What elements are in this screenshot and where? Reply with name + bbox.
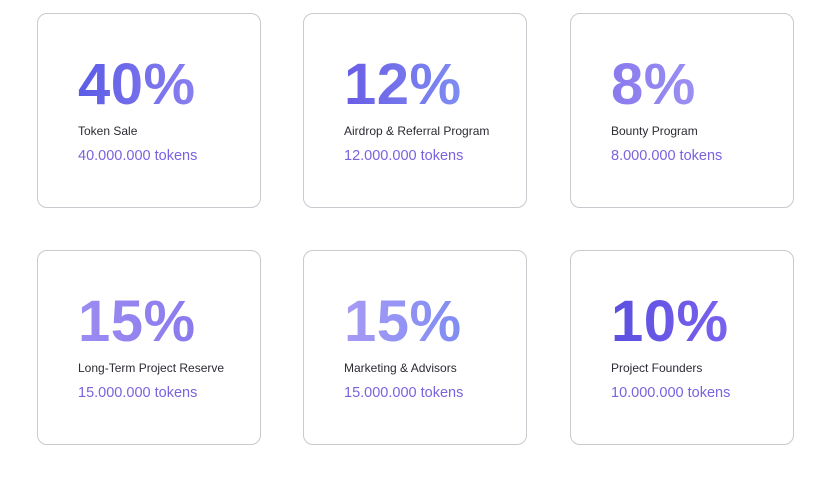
distribution-card-bounty-program: 8% Bounty Program 8.000.000 tokens — [570, 13, 794, 208]
distribution-card-marketing-advisors: 15% Marketing & Advisors 15.000.000 toke… — [303, 250, 527, 445]
card-percentage: 8% — [611, 50, 696, 120]
card-token-amount: 10.000.000 tokens — [611, 385, 731, 401]
card-percentage: 10% — [611, 287, 729, 357]
card-token-amount: 15.000.000 tokens — [344, 385, 464, 401]
card-label: Marketing & Advisors — [344, 361, 457, 375]
card-percentage: 15% — [344, 287, 462, 357]
card-token-amount: 15.000.000 tokens — [78, 385, 198, 401]
distribution-card-token-sale: 40% Token Sale 40.000.000 tokens — [37, 13, 261, 208]
distribution-card-airdrop-referral: 12% Airdrop & Referral Program 12.000.00… — [303, 13, 527, 208]
card-label: Bounty Program — [611, 124, 698, 138]
distribution-card-project-founders: 10% Project Founders 10.000.000 tokens — [570, 250, 794, 445]
card-label: Airdrop & Referral Program — [344, 124, 490, 138]
card-percentage: 15% — [78, 287, 196, 357]
distribution-card-long-term-reserve: 15% Long-Term Project Reserve 15.000.000… — [37, 250, 261, 445]
card-percentage: 40% — [78, 50, 196, 120]
card-label: Project Founders — [611, 361, 703, 375]
card-label: Token Sale — [78, 124, 138, 138]
card-token-amount: 40.000.000 tokens — [78, 148, 198, 164]
card-percentage: 12% — [344, 50, 462, 120]
card-token-amount: 8.000.000 tokens — [611, 148, 723, 164]
card-label: Long-Term Project Reserve — [78, 361, 225, 375]
card-token-amount: 12.000.000 tokens — [344, 148, 464, 164]
